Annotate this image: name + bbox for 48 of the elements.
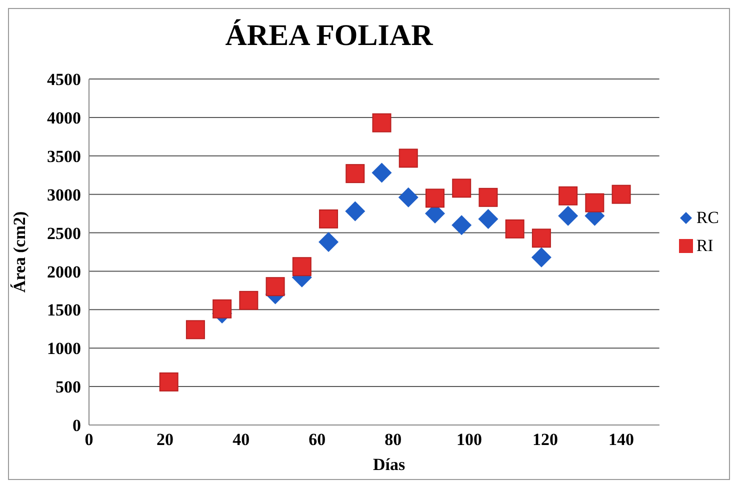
point	[398, 148, 418, 168]
point	[532, 228, 551, 248]
point	[585, 193, 604, 212]
y-tick-label: 3500	[47, 146, 81, 166]
y-axis-title: Área (cm2)	[10, 211, 30, 293]
point	[266, 277, 285, 296]
point	[292, 257, 312, 276]
point	[425, 188, 444, 208]
y-tick-label: 1000	[47, 339, 81, 358]
y-tick-label: 3000	[47, 185, 81, 204]
x-tick-label: 60	[308, 430, 326, 450]
point	[478, 188, 498, 207]
y-tick-label: 2000	[47, 262, 81, 282]
y-tick-label: 1500	[47, 300, 81, 320]
point	[478, 208, 498, 229]
point	[505, 219, 524, 238]
point	[372, 162, 392, 183]
y-tick-label: 500	[56, 378, 81, 397]
x-tick-label: 40	[232, 430, 250, 450]
x-tick-label: 100	[456, 430, 482, 450]
point	[345, 201, 366, 222]
legend-label: RI	[696, 236, 714, 256]
point	[346, 164, 365, 184]
point	[452, 215, 472, 236]
point	[239, 290, 258, 310]
legend-label: RC	[696, 208, 719, 228]
point	[372, 113, 392, 132]
y-tick-label: 4500	[47, 70, 81, 90]
x-tick-label: 140	[608, 430, 634, 450]
point	[186, 320, 205, 340]
x-axis-title: Días	[372, 455, 406, 475]
x-tick-label: 120	[532, 430, 558, 450]
chart-title: ÁREA FOLIAR	[224, 19, 434, 53]
point	[159, 372, 178, 392]
x-tick-label: 0	[84, 430, 94, 450]
x-tick-label: 20	[156, 430, 174, 450]
y-tick-label: 4000	[47, 108, 81, 128]
point	[319, 209, 338, 228]
point	[612, 184, 631, 204]
point	[452, 178, 472, 198]
x-tick-label: 80	[384, 430, 402, 450]
y-tick-label: 2500	[47, 224, 81, 243]
point	[558, 186, 578, 206]
y-tick-label: 0	[72, 416, 81, 436]
point	[531, 247, 552, 268]
point	[318, 232, 339, 252]
point	[398, 187, 418, 208]
point	[558, 206, 578, 226]
